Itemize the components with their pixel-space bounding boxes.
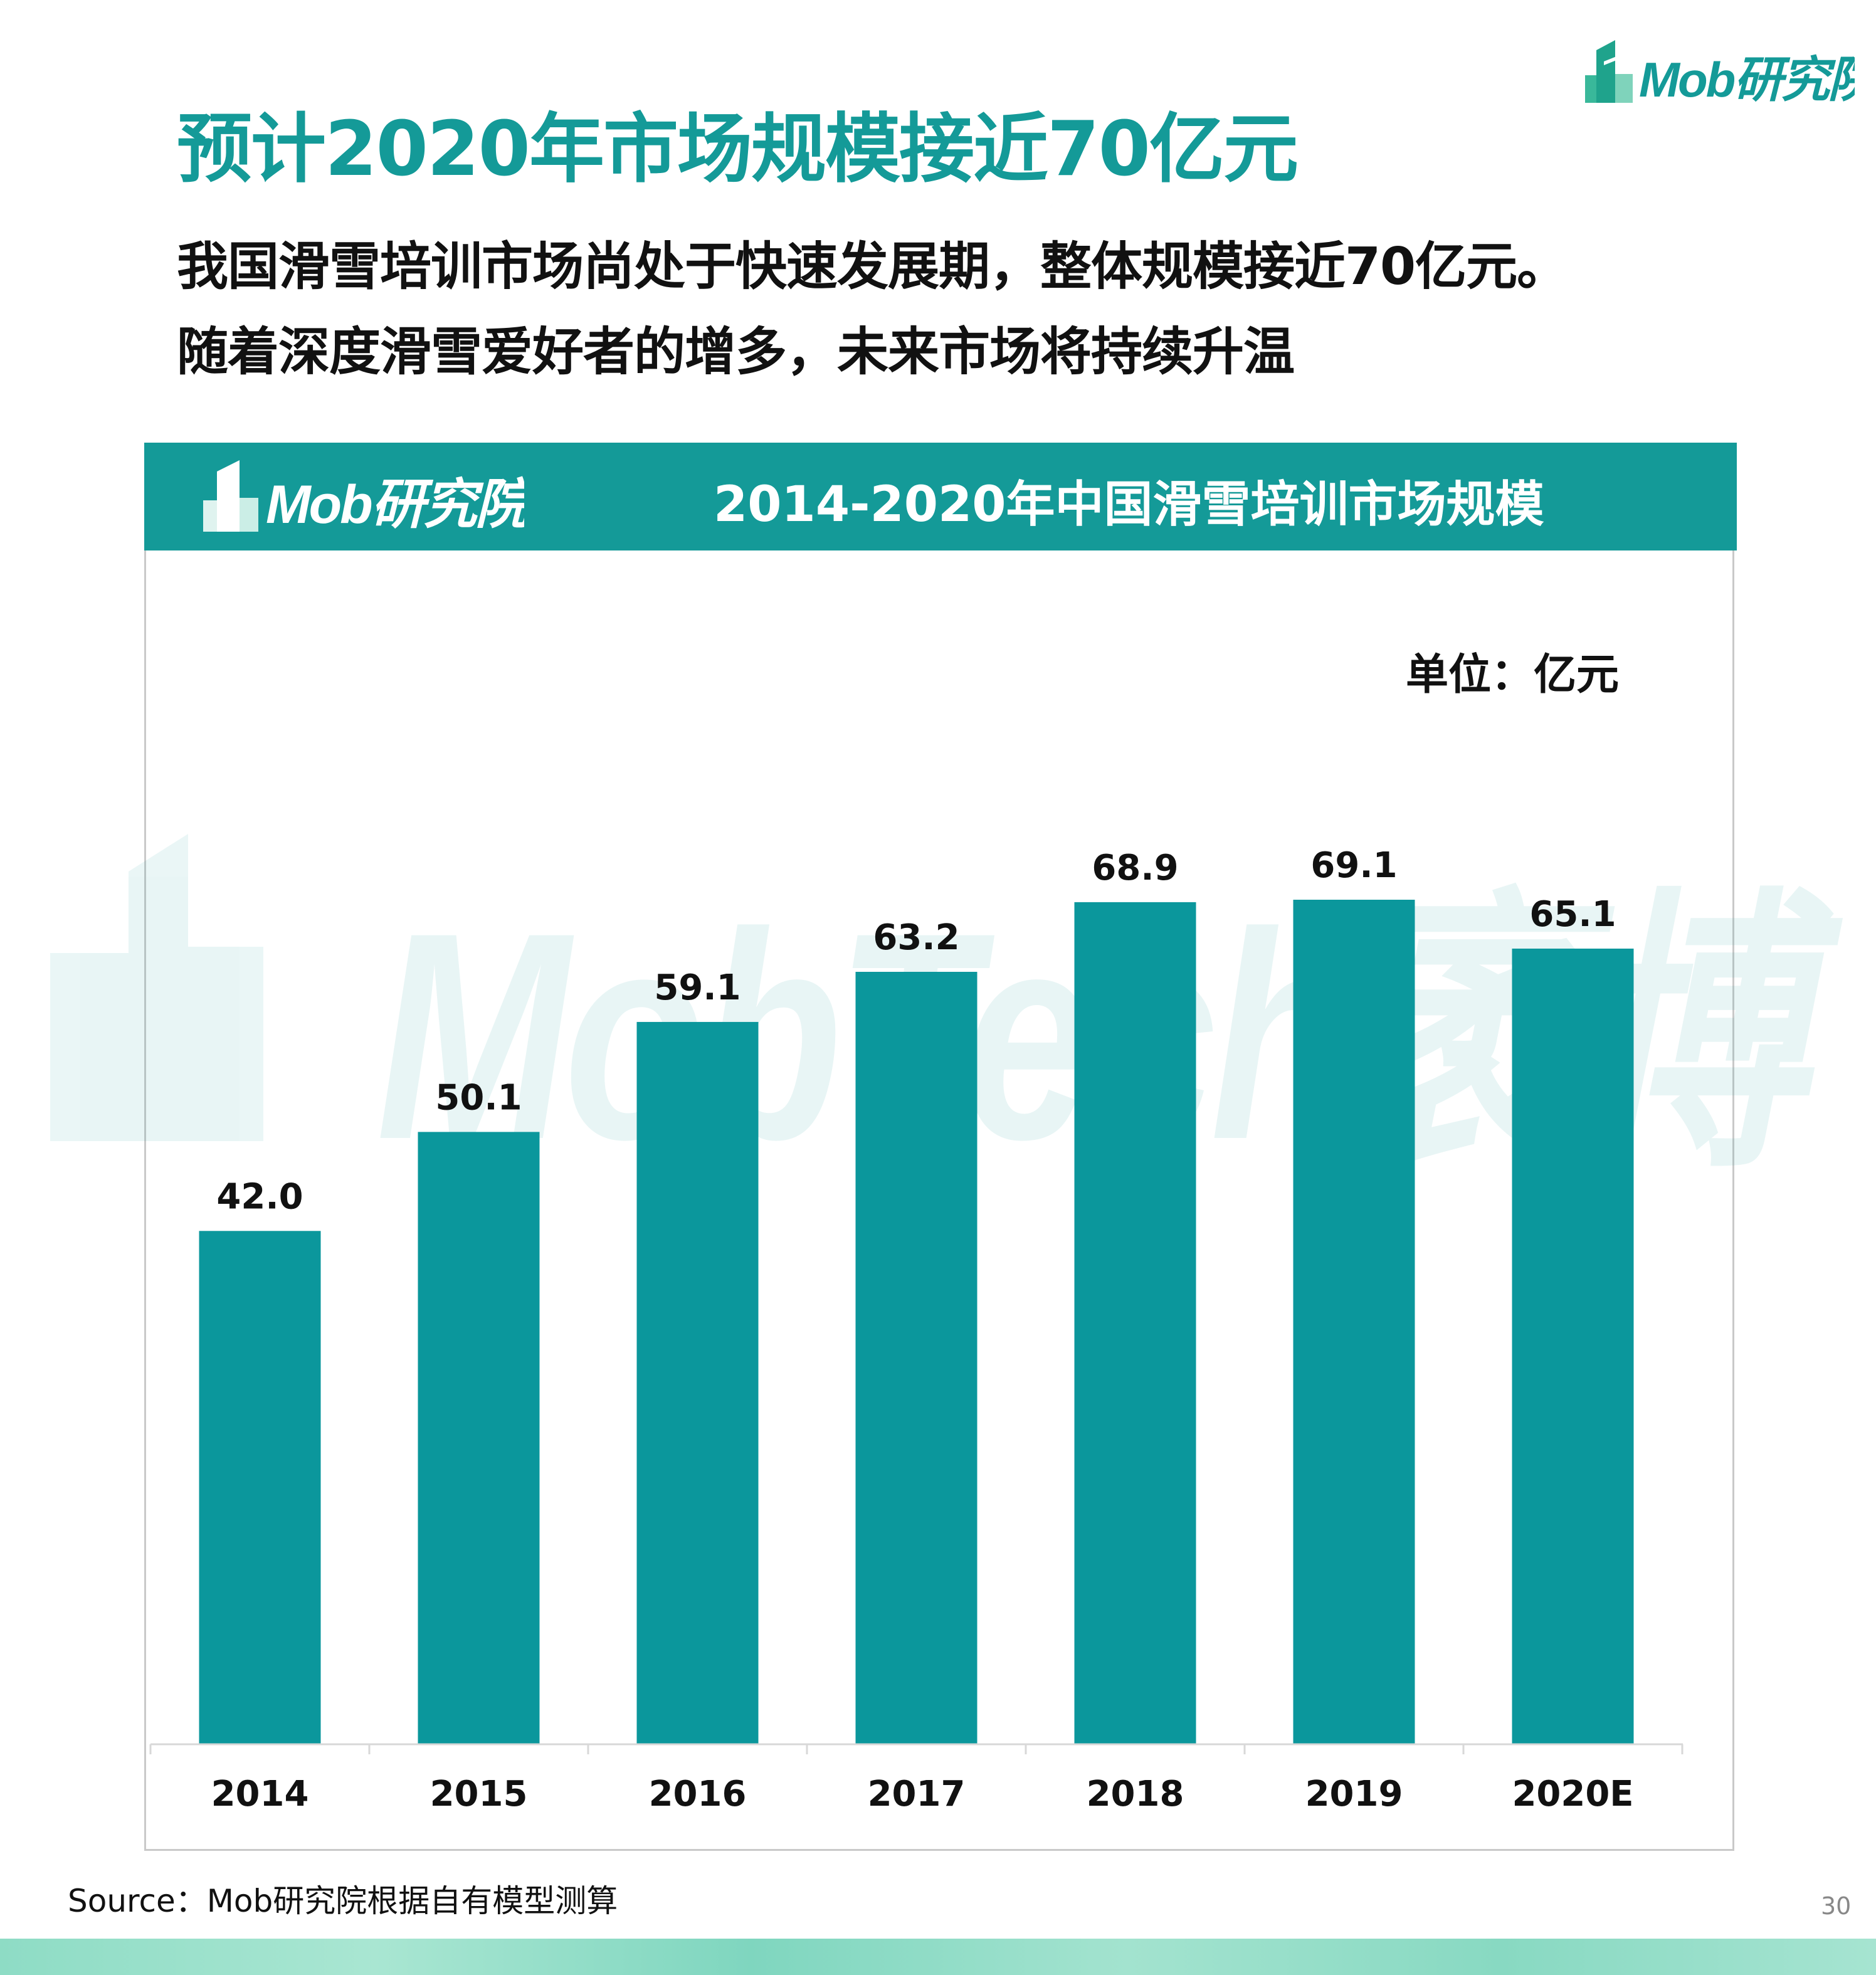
bar-2014 (199, 1231, 321, 1744)
building-logo-icon (1585, 40, 1633, 103)
bar-2017 (855, 972, 978, 1744)
chart-title: 2014-2020年中国滑雪培训市场规模 (714, 477, 1544, 533)
x-tick-label-2020E: 2020E (1512, 1774, 1633, 1814)
x-tick-label-2019: 2019 (1305, 1774, 1403, 1814)
bar-2016 (636, 1021, 759, 1744)
bar-2020E (1512, 948, 1634, 1744)
x-tick-label-2015: 2015 (430, 1774, 528, 1814)
subtitle-line-1: 我国滑雪培训市场尚处于快速发展期，整体规模接近70亿元。 (177, 237, 1568, 297)
subtitle-line-2: 随着深度滑雪爱好者的增多，未来市场将持续升温 (177, 322, 1295, 382)
data-label-2017: 63.2 (873, 917, 959, 958)
unit-label: 单位：亿元 (1406, 650, 1620, 700)
data-label-2018: 68.9 (1092, 848, 1178, 888)
page-number: 30 (1821, 1892, 1852, 1920)
x-tick-label-2016: 2016 (649, 1774, 747, 1814)
panel-logo-text: Mob研究院 (266, 475, 524, 535)
building-logo-icon (203, 460, 258, 532)
panel-logo: Mob研究院 (203, 460, 524, 535)
bar-2019 (1293, 900, 1415, 1744)
data-label-2019: 69.1 (1310, 845, 1397, 886)
mob-research-logo: Mob研究院 (1585, 40, 1855, 107)
brand-logo-text: Mob研究院 (1639, 52, 1855, 107)
data-label-2015: 50.1 (435, 1077, 522, 1118)
footer-band (0, 1939, 1876, 1975)
bar-2018 (1074, 902, 1196, 1744)
data-label-2014: 42.0 (216, 1176, 303, 1217)
x-axis-ticks: 2014 2015 2016 2017 2018 2019 2020E (149, 1744, 1684, 1814)
data-label-2016: 59.1 (654, 967, 740, 1008)
x-tick-label-2017: 2017 (868, 1774, 966, 1814)
data-label-2020E: 65.1 (1529, 894, 1616, 935)
source-note: Source：Mob研究院根据自有模型测算 (68, 1883, 618, 1919)
chart-header-bar (144, 443, 1737, 550)
bar-2015 (418, 1132, 540, 1744)
page-title: 预计2020年市场规模接近70亿元 (177, 106, 1299, 193)
x-tick-label-2014: 2014 (211, 1774, 309, 1814)
bars-group: 42.0 50.1 59.1 63.2 68.9 69.1 65.1 (199, 845, 1634, 1744)
x-tick-label-2018: 2018 (1087, 1774, 1184, 1814)
